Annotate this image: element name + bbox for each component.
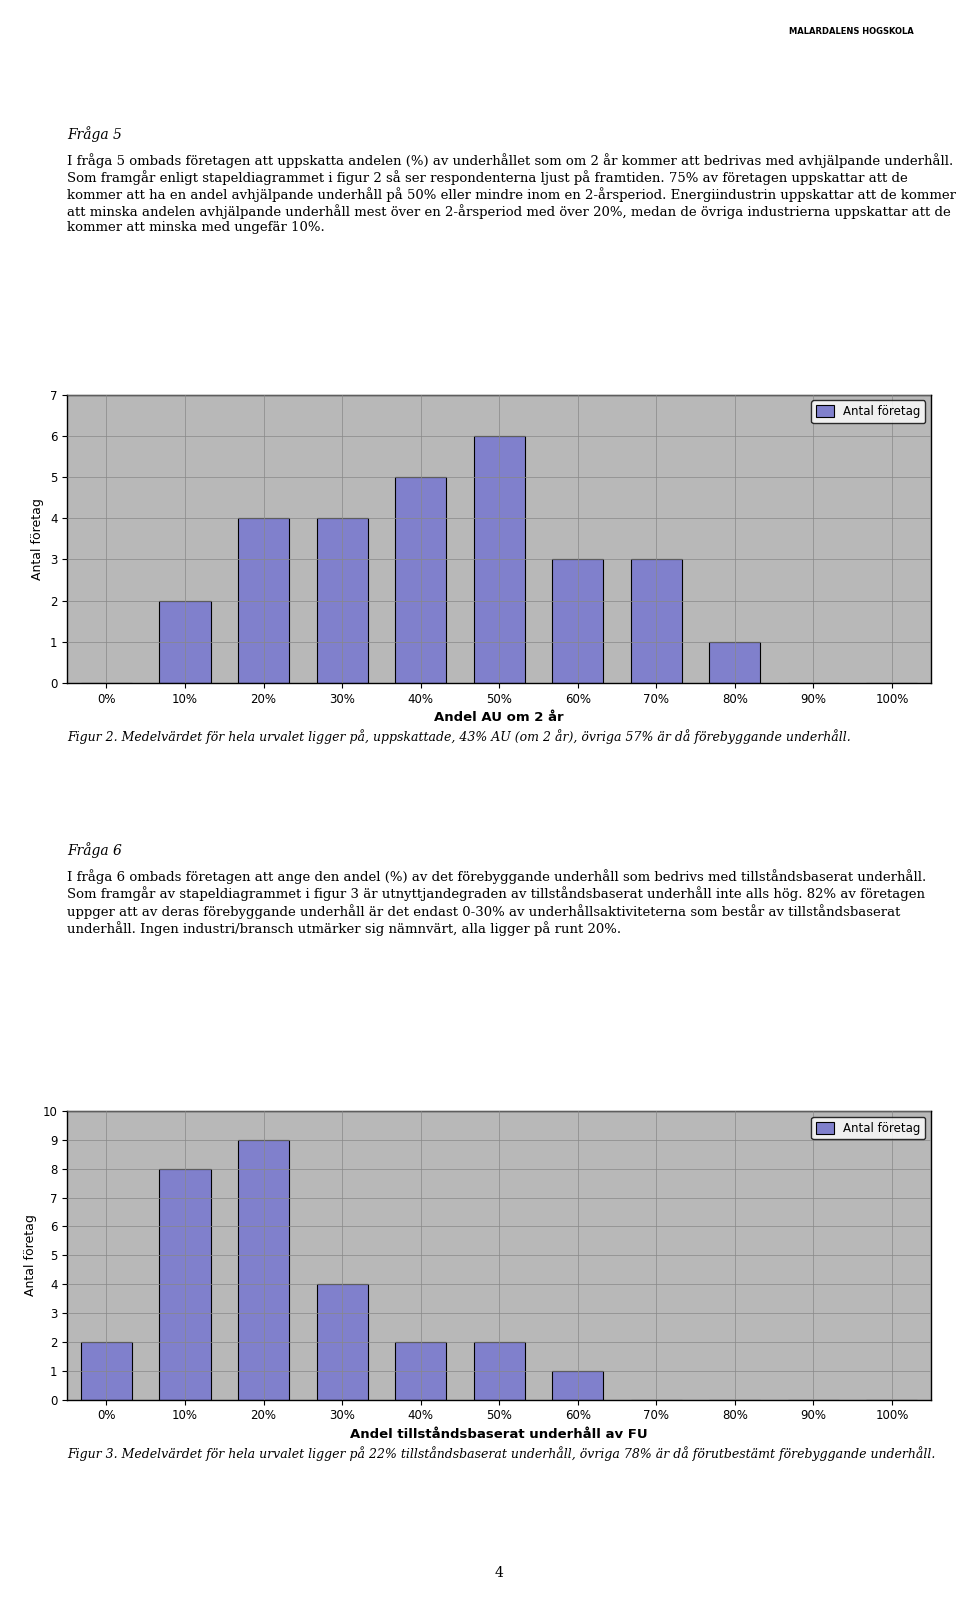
X-axis label: Andel AU om 2 år: Andel AU om 2 år (434, 712, 564, 725)
Y-axis label: Antal företag: Antal företag (24, 1215, 37, 1297)
Text: I fråga 5 ombads företagen att uppskatta andelen (%) av underhållet som om 2 år : I fråga 5 ombads företagen att uppskatta… (67, 153, 956, 234)
Bar (317, 519, 368, 683)
Bar (159, 1168, 210, 1400)
Text: I fråga 6 ombads företagen att ange den andel (%) av det förebyggande underhåll : I fråga 6 ombads företagen att ange den … (67, 870, 930, 936)
Bar (396, 1342, 446, 1400)
Bar (238, 519, 289, 683)
Text: MALARDALENS HOGSKOLA: MALARDALENS HOGSKOLA (789, 27, 914, 35)
Bar (709, 641, 760, 683)
Bar (81, 1342, 132, 1400)
Bar (317, 1284, 368, 1400)
Text: Fråga 6: Fråga 6 (67, 843, 122, 859)
Text: Figur 3. Medelvärdet för hela urvalet ligger på 22% tillståndsbaserat underhåll,: Figur 3. Medelvärdet för hela urvalet li… (67, 1447, 936, 1461)
Bar (473, 435, 525, 683)
Bar (552, 1371, 603, 1400)
Legend: Antal företag: Antal företag (811, 1116, 925, 1139)
Bar (473, 1342, 525, 1400)
Bar (159, 601, 210, 683)
Y-axis label: Antal företag: Antal företag (32, 498, 44, 580)
Bar (238, 1141, 289, 1400)
X-axis label: Andel tillståndsbaserat underhåll av FU: Andel tillståndsbaserat underhåll av FU (350, 1427, 648, 1440)
Bar (396, 477, 446, 683)
Text: Figur 2. Medelvärdet för hela urvalet ligger på, uppskattade, 43% AU (om 2 år), : Figur 2. Medelvärdet för hela urvalet li… (67, 730, 851, 744)
Bar (552, 559, 603, 683)
Legend: Antal företag: Antal företag (811, 401, 925, 424)
Text: 4: 4 (494, 1566, 504, 1580)
Bar (631, 559, 682, 683)
Text: Fråga 5: Fråga 5 (67, 126, 122, 142)
